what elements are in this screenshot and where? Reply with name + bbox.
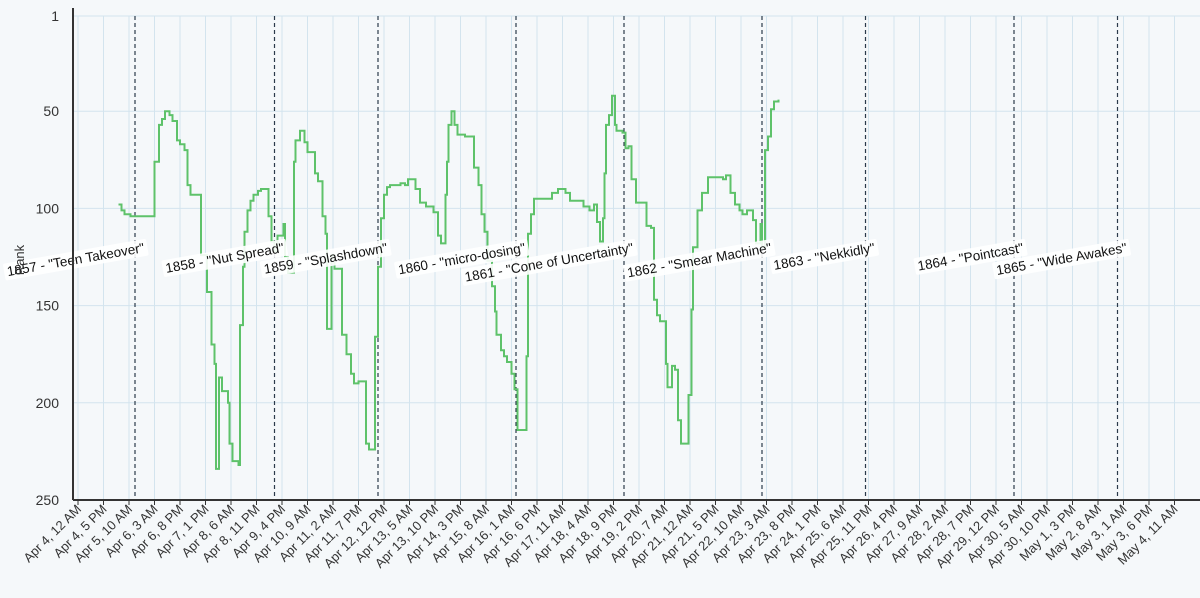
- episode-label-background: [3, 238, 149, 281]
- y-tick-label: 1: [51, 8, 59, 24]
- episode-label: 1862 - "Smear Machine": [626, 240, 773, 280]
- episode-label-background: [161, 238, 289, 277]
- y-axis-title: Rank: [12, 244, 27, 275]
- episode-label-background: [769, 238, 880, 274]
- episode-label-group: 1862 - "Smear Machine": [623, 238, 776, 282]
- episode-label-background: [913, 238, 1028, 275]
- episode-label-group: 1863 - "Nekkidly": [769, 238, 880, 274]
- label-layer: 1857 - "Teen Takeover" 1858 - "Nut Spread…: [3, 238, 1132, 286]
- episode-label: 1863 - "Nekkidly": [772, 240, 876, 273]
- rank-series-line: [118, 94, 780, 470]
- episode-label-background: [992, 238, 1132, 280]
- episode-label-background: [394, 238, 530, 279]
- y-tick-label: 100: [36, 200, 60, 216]
- episode-layer: [134, 16, 1119, 500]
- episode-label-background: [623, 238, 776, 282]
- episode-label-background: [460, 238, 638, 286]
- y-tick-label: 50: [43, 103, 59, 119]
- y-tick-label: 200: [36, 395, 60, 411]
- episode-label-background: [259, 238, 392, 278]
- series-layer: [118, 94, 780, 470]
- y-tick-label: 250: [36, 492, 60, 508]
- y-tick-label: 150: [36, 298, 60, 314]
